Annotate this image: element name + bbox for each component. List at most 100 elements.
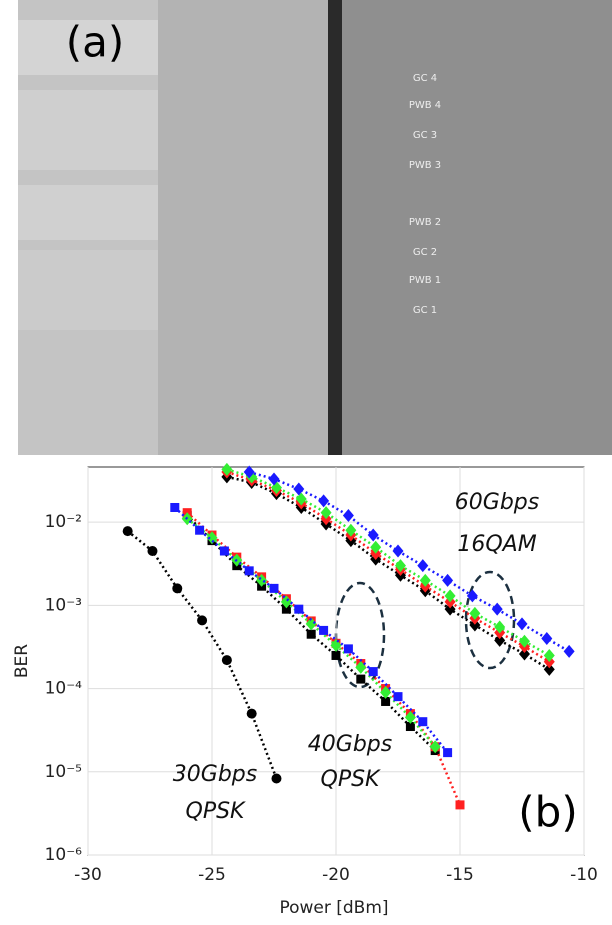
point (147, 546, 158, 557)
point (244, 566, 254, 576)
series-line (226, 475, 550, 671)
point (541, 631, 553, 645)
x-tick-label: -30 (74, 865, 102, 885)
point (392, 544, 404, 558)
point (197, 615, 208, 626)
y-tick-label: 10⁻³ (45, 595, 82, 615)
point (443, 748, 453, 758)
point (516, 617, 528, 631)
point (170, 502, 180, 512)
point (221, 462, 233, 476)
series-line (226, 470, 550, 663)
series-line (226, 468, 550, 657)
point (320, 506, 332, 520)
point (543, 648, 555, 662)
annotation: QPSK (186, 799, 247, 824)
photo-label: PWB 2 (409, 217, 441, 228)
point (367, 528, 379, 542)
photo-label: GC 1 (413, 305, 437, 316)
point (404, 710, 416, 724)
y-tick-label: 10⁻² (45, 512, 82, 532)
point (219, 546, 229, 556)
point (393, 692, 403, 702)
photo-slab (18, 185, 158, 240)
point (246, 708, 257, 719)
point (294, 604, 304, 614)
point (543, 662, 555, 676)
annotation: 30Gbps (173, 762, 257, 787)
point (281, 604, 291, 614)
point (356, 674, 366, 684)
point (172, 583, 183, 594)
point (466, 589, 478, 603)
annotation: 60Gbps (455, 490, 539, 515)
point (342, 509, 354, 523)
point (122, 526, 133, 537)
point (370, 540, 382, 554)
y-tick-label: 10⁻⁶ (45, 845, 83, 865)
point (405, 722, 415, 732)
point (469, 618, 481, 632)
point (419, 573, 431, 587)
panel-label: (b) (518, 788, 577, 837)
photo-slab (18, 90, 158, 170)
photo-label: PWB 4 (409, 100, 441, 111)
point (518, 634, 530, 648)
point (268, 472, 280, 486)
y-tick-label: 10⁻⁴ (45, 679, 83, 699)
point (306, 629, 316, 639)
panel-label: (a) (66, 18, 125, 67)
group-ellipse (464, 570, 516, 670)
point (256, 573, 268, 587)
point (417, 559, 429, 573)
point (343, 644, 353, 654)
photo-label: GC 2 (413, 247, 437, 258)
point (243, 465, 255, 479)
point (206, 531, 218, 545)
photo-slab (18, 250, 158, 330)
y-tick-label: 10⁻⁵ (45, 762, 82, 782)
point (195, 525, 205, 535)
x-tick-label: -10 (570, 865, 598, 885)
point (293, 482, 305, 496)
point (331, 650, 341, 660)
photo-label: GC 4 (413, 73, 437, 84)
point (494, 633, 506, 647)
point (394, 559, 406, 573)
annotation: 40Gbps (308, 732, 392, 757)
y-axis-label: BER (12, 644, 32, 678)
photo-label: PWB 3 (409, 160, 441, 171)
photo-label: PWB 1 (409, 275, 441, 286)
point (494, 620, 506, 634)
photo-slab (18, 20, 158, 75)
photo: (a) (18, 0, 612, 455)
point (444, 602, 456, 616)
point (269, 583, 279, 593)
photo-chip (342, 0, 612, 455)
point (518, 647, 530, 661)
x-axis-label: Power [dBm] (279, 898, 388, 918)
x-tick-label: -25 (198, 865, 226, 885)
point (491, 602, 503, 616)
point (319, 625, 329, 635)
point (280, 595, 292, 609)
point (368, 667, 378, 677)
point (418, 717, 428, 727)
point (429, 740, 441, 754)
point (295, 492, 307, 506)
point (444, 589, 456, 603)
photo-edge (328, 0, 342, 455)
point (455, 800, 465, 810)
photo-label: GC 3 (413, 130, 437, 141)
point (221, 655, 232, 666)
annotation: QPSK (321, 767, 382, 792)
x-tick-label: -15 (446, 865, 474, 885)
point (318, 494, 330, 508)
photo-region (158, 0, 328, 455)
point (380, 685, 392, 699)
point (271, 773, 282, 784)
x-tick-label: -20 (322, 865, 350, 885)
point (305, 617, 317, 631)
annotation: 16QAM (457, 532, 536, 557)
